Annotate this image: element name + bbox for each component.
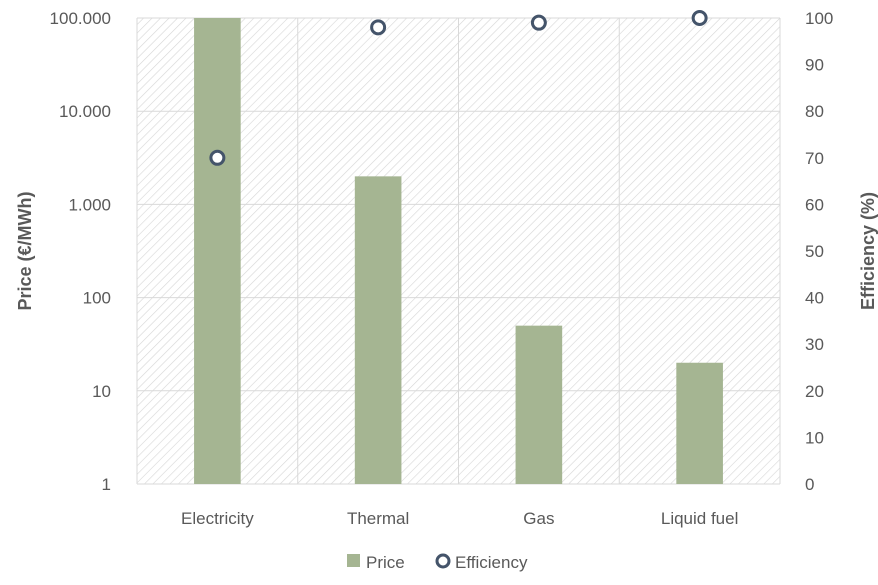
right-axis-tick-label: 0 [805, 475, 814, 494]
category-label: Electricity [181, 509, 254, 528]
efficiency-point [370, 19, 387, 36]
right-axis-tick-label: 100 [805, 9, 833, 28]
price-bars [194, 18, 723, 485]
efficiency-point [209, 149, 226, 166]
legend: Price Efficiency [347, 553, 528, 572]
right-axis-tick-label: 30 [805, 335, 824, 354]
price-bar [354, 176, 402, 485]
legend-efficiency-label: Efficiency [455, 553, 528, 572]
right-axis-tick-label: 80 [805, 102, 824, 121]
legend-efficiency-marker [435, 553, 451, 569]
category-label: Thermal [347, 509, 409, 528]
axes: 1 10 100 1.000 10.000 100.000 0 10 20 30 40 50 60 70 8… [15, 9, 878, 528]
legend-price-swatch [347, 554, 360, 567]
right-axis-tick-label: 60 [805, 195, 824, 214]
efficiency-point [691, 10, 708, 26]
left-axis-tick-label: 100.000 [50, 9, 111, 28]
right-axis-tick-label: 10 [805, 428, 824, 447]
right-axis-title: Efficiency (%) [858, 192, 878, 310]
price-bar [515, 325, 563, 484]
gridlines [136, 17, 781, 485]
category-label: Liquid fuel [661, 509, 739, 528]
left-axis-tick-label: 1.000 [68, 195, 111, 214]
efficiency-point [530, 14, 547, 31]
efficiency-points [209, 10, 708, 166]
category-label: Gas [523, 509, 554, 528]
left-axis-tick-label: 10 [92, 382, 111, 401]
left-axis-tick-label: 1 [102, 475, 111, 494]
right-axis-tick-label: 70 [805, 149, 824, 168]
right-axis-tick-label: 50 [805, 242, 824, 261]
right-axis-tick-label: 40 [805, 289, 824, 308]
right-axis-tick-label: 20 [805, 382, 824, 401]
left-axis-tick-label: 100 [83, 289, 111, 308]
left-axis-title: Price (€/MWh) [15, 191, 35, 310]
legend-price-label: Price [366, 553, 405, 572]
price-bar [676, 362, 723, 484]
right-axis-tick-label: 90 [805, 56, 824, 75]
price-bar [194, 18, 241, 484]
left-axis-tick-label: 10.000 [59, 102, 111, 121]
